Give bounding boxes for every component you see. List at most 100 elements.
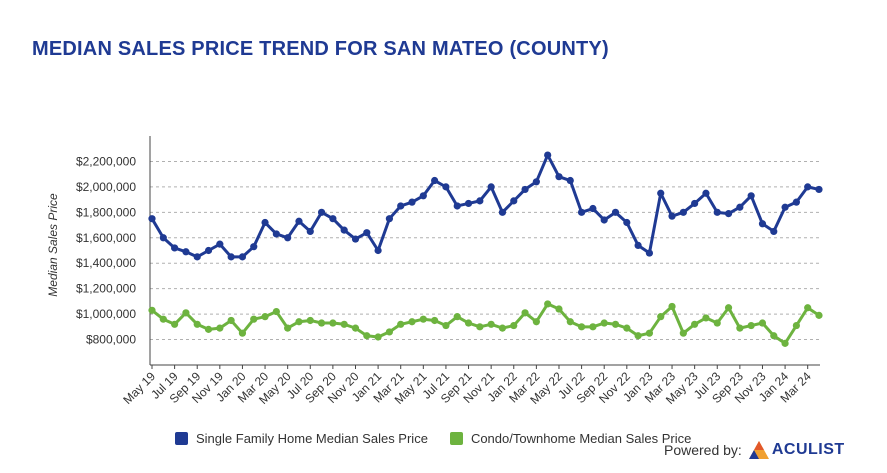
data-point-condo[interactable] <box>611 320 620 328</box>
data-point-condo[interactable] <box>272 307 280 316</box>
data-point-single-family[interactable] <box>453 202 461 210</box>
data-point-single-family[interactable] <box>182 248 190 256</box>
data-point-condo[interactable] <box>317 319 326 327</box>
data-point-condo[interactable] <box>634 332 642 340</box>
data-point-condo[interactable] <box>306 316 314 325</box>
data-point-single-family[interactable] <box>498 208 507 216</box>
data-point-condo[interactable] <box>431 316 439 325</box>
data-point-single-family[interactable] <box>261 218 269 227</box>
data-point-single-family[interactable] <box>284 234 292 242</box>
data-point-single-family[interactable] <box>713 208 721 216</box>
data-point-single-family[interactable] <box>340 226 348 234</box>
data-point-condo[interactable] <box>589 323 597 331</box>
data-point-single-family[interactable] <box>679 208 687 216</box>
data-point-single-family[interactable] <box>397 202 405 210</box>
data-point-single-family[interactable] <box>555 173 563 181</box>
data-point-condo[interactable] <box>691 320 699 328</box>
data-point-single-family[interactable] <box>804 183 812 191</box>
data-point-condo[interactable] <box>532 318 540 326</box>
data-point-single-family[interactable] <box>521 185 529 194</box>
data-point-single-family[interactable] <box>657 189 665 197</box>
data-point-condo[interactable] <box>250 315 258 323</box>
data-point-condo[interactable] <box>623 324 631 332</box>
data-point-condo[interactable] <box>679 329 687 337</box>
data-point-single-family[interactable] <box>351 235 360 243</box>
data-point-single-family[interactable] <box>148 215 156 223</box>
data-point-condo[interactable] <box>510 321 518 330</box>
data-point-condo[interactable] <box>521 309 529 317</box>
data-point-condo[interactable] <box>781 339 789 347</box>
data-point-condo[interactable] <box>159 315 167 323</box>
data-point-single-family[interactable] <box>623 218 631 227</box>
data-point-condo[interactable] <box>555 305 563 313</box>
data-point-single-family[interactable] <box>193 253 201 261</box>
data-point-single-family[interactable] <box>250 243 258 251</box>
data-point-condo[interactable] <box>487 320 495 328</box>
data-point-condo[interactable] <box>464 319 473 327</box>
data-point-single-family[interactable] <box>634 241 642 250</box>
data-point-single-family[interactable] <box>724 210 733 218</box>
data-point-single-family[interactable] <box>442 183 450 191</box>
data-point-single-family[interactable] <box>589 204 597 213</box>
data-point-condo[interactable] <box>600 319 608 327</box>
data-point-condo[interactable] <box>182 309 190 317</box>
data-point-single-family[interactable] <box>374 246 382 255</box>
data-point-single-family[interactable] <box>464 199 473 208</box>
data-point-single-family[interactable] <box>238 253 247 261</box>
data-point-condo[interactable] <box>747 321 755 330</box>
data-point-condo[interactable] <box>442 321 450 330</box>
data-point-single-family[interactable] <box>329 215 337 223</box>
data-point-condo[interactable] <box>148 306 156 314</box>
data-point-single-family[interactable] <box>758 220 767 228</box>
data-point-condo[interactable] <box>758 319 767 327</box>
data-point-condo[interactable] <box>476 323 484 331</box>
data-point-single-family[interactable] <box>611 208 620 216</box>
data-point-condo[interactable] <box>544 300 552 308</box>
data-point-single-family[interactable] <box>781 203 789 211</box>
data-point-single-family[interactable] <box>691 199 699 208</box>
data-point-single-family[interactable] <box>600 216 608 224</box>
data-point-single-family[interactable] <box>702 189 710 197</box>
legend-item-single-family[interactable]: Single Family Home Median Sales Price <box>175 431 428 446</box>
data-point-condo[interactable] <box>363 332 371 340</box>
data-point-condo[interactable] <box>804 304 812 312</box>
data-point-condo[interactable] <box>204 325 213 333</box>
data-point-condo[interactable] <box>397 320 405 328</box>
data-point-single-family[interactable] <box>747 192 755 200</box>
data-point-condo[interactable] <box>216 324 224 332</box>
data-point-condo[interactable] <box>792 321 800 330</box>
data-point-condo[interactable] <box>329 319 337 327</box>
data-point-single-family[interactable] <box>204 246 213 255</box>
data-point-condo[interactable] <box>657 313 665 321</box>
data-point-condo[interactable] <box>645 329 654 337</box>
data-point-condo[interactable] <box>498 324 507 332</box>
data-point-single-family[interactable] <box>385 215 394 223</box>
data-point-single-family[interactable] <box>510 197 518 205</box>
data-point-single-family[interactable] <box>419 192 427 200</box>
data-point-condo[interactable] <box>419 315 427 323</box>
data-point-condo[interactable] <box>171 320 179 328</box>
data-point-single-family[interactable] <box>306 227 314 236</box>
data-point-condo[interactable] <box>668 302 676 311</box>
data-point-single-family[interactable] <box>159 234 167 242</box>
data-point-condo[interactable] <box>453 313 461 321</box>
data-point-single-family[interactable] <box>736 203 744 211</box>
data-point-condo[interactable] <box>193 320 201 328</box>
data-point-condo[interactable] <box>295 318 303 326</box>
data-point-single-family[interactable] <box>815 185 823 194</box>
aculist-logo[interactable]: ACULIST <box>748 440 845 460</box>
data-point-condo[interactable] <box>702 314 710 322</box>
data-point-condo[interactable] <box>577 323 586 331</box>
data-point-condo[interactable] <box>385 328 394 336</box>
data-point-condo[interactable] <box>227 316 235 325</box>
data-point-condo[interactable] <box>724 304 733 312</box>
data-point-condo[interactable] <box>340 320 348 328</box>
data-point-single-family[interactable] <box>532 178 540 186</box>
data-point-condo[interactable] <box>408 318 416 326</box>
data-point-condo[interactable] <box>261 313 269 321</box>
data-point-single-family[interactable] <box>668 212 676 220</box>
data-point-single-family[interactable] <box>792 198 800 206</box>
data-point-single-family[interactable] <box>317 208 326 216</box>
data-point-single-family[interactable] <box>431 176 439 185</box>
data-point-condo[interactable] <box>736 324 744 332</box>
